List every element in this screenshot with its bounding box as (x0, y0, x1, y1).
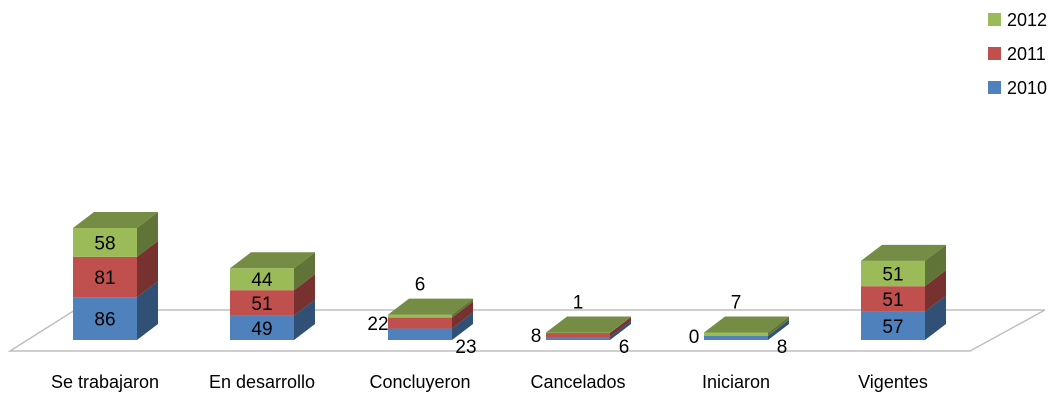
floor-plane (7, 309, 1046, 352)
bar-segment-se-trabajaron-2012 (73, 211, 158, 257)
data-label-se-trabajaron-2012: 58 (94, 233, 115, 254)
bar-segment-se-trabajaron-2010 (73, 281, 158, 340)
data-label-en-desarrollo-2011: 51 (251, 294, 272, 315)
legend-item-2011: 2011 (988, 44, 1046, 64)
bar-segment-se-trabajaron-2011 (73, 240, 158, 298)
data-label-vigentes-2012: 51 (882, 265, 903, 286)
bar-segment-iniciaron-2012 (704, 316, 789, 337)
legend-label-2011: 2011 (1007, 44, 1046, 64)
data-label-cancelados-2011: 8 (531, 326, 542, 347)
legend-swatch-2011 (988, 47, 1001, 60)
legend-swatch-2012 (988, 13, 1001, 26)
data-label-concluyeron-2011: 22 (367, 314, 388, 335)
bar-top-vigentes (861, 244, 946, 261)
data-label-en-desarrollo-2010: 49 (251, 319, 272, 340)
bar-segment-vigentes-2012 (861, 244, 946, 287)
bar-top-concluyeron (388, 298, 473, 315)
data-label-vigentes-2010: 57 (882, 317, 903, 338)
data-label-cancelados-2010: 6 (619, 337, 630, 358)
data-label-se-trabajaron-2010: 86 (94, 310, 115, 331)
data-label-concluyeron-2012: 6 (415, 275, 426, 296)
category-label-cancelados: Cancelados (530, 372, 625, 392)
bar-segment-en-desarrollo-2012 (230, 252, 315, 291)
data-label-vigentes-2011: 51 (882, 290, 903, 311)
data-label-en-desarrollo-2012: 44 (251, 270, 273, 291)
bar-segment-concluyeron-2012 (388, 298, 473, 318)
bar-segment-vigentes-2010 (861, 295, 946, 340)
category-label-se-trabajaron: Se trabajaron (51, 372, 159, 392)
legend-label-2010: 2010 (1007, 78, 1047, 98)
bar-segment-concluyeron-2010 (388, 312, 473, 340)
legend-swatch-2010 (988, 81, 1001, 94)
bar-segment-vigentes-2011 (861, 270, 946, 312)
category-label-concluyeron: Concluyeron (369, 372, 470, 392)
bar-segment-cancelados-2010 (546, 321, 631, 340)
bar-segment-cancelados-2012 (546, 316, 631, 334)
category-label-en-desarrollo: En desarrollo (209, 372, 315, 392)
data-label-iniciaron-2010: 8 (777, 337, 788, 358)
bar-segment-concluyeron-2011 (388, 301, 473, 329)
bar-top-iniciaron (704, 316, 789, 333)
data-label-cancelados-2012: 1 (573, 293, 584, 314)
legend-label-2012: 2012 (1007, 10, 1047, 30)
bar-segment-en-desarrollo-2011 (230, 274, 315, 316)
category-label-vigentes: Vigentes (858, 372, 928, 392)
category-label-iniciaron: Iniciaron (702, 372, 770, 392)
legend-item-2012: 2012 (988, 10, 1047, 30)
bar-segment-iniciaron-2010 (704, 320, 789, 340)
legend-item-2010: 2010 (988, 78, 1047, 98)
bar-segment-cancelados-2011 (546, 317, 631, 338)
bar-top-se-trabajaron (73, 211, 158, 228)
data-label-iniciaron-2012: 7 (731, 293, 742, 314)
bar-top-cancelados (546, 316, 631, 333)
data-label-concluyeron-2010: 23 (455, 337, 476, 358)
bar-top-en-desarrollo (230, 252, 315, 269)
bar-segment-en-desarrollo-2010 (230, 299, 315, 340)
data-label-iniciaron-2011: 0 (689, 327, 700, 348)
data-label-se-trabajaron-2011: 81 (94, 268, 115, 289)
